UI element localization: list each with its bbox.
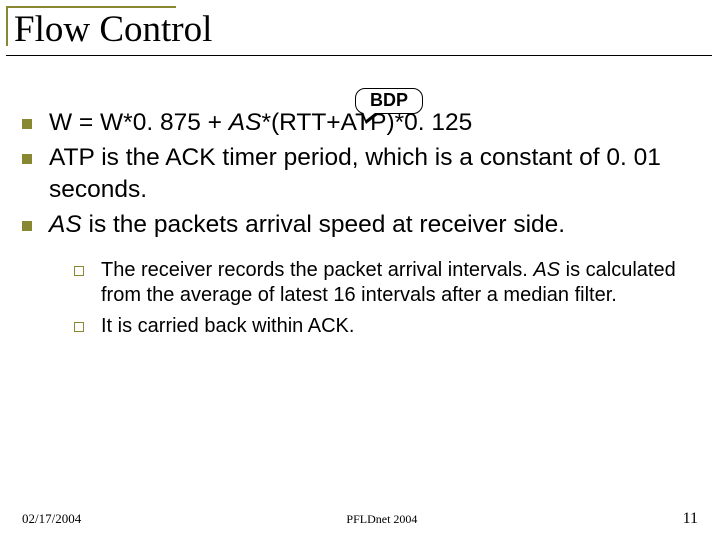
text-run: The receiver records the packet arrival … bbox=[101, 259, 533, 281]
footer-page-number: 11 bbox=[683, 510, 698, 528]
list-item: ATP is the ACK timer period, which is a … bbox=[18, 142, 702, 205]
bullet-text: AS is the packets arrival speed at recei… bbox=[49, 209, 565, 240]
list-item: The receiver records the packet arrival … bbox=[74, 258, 702, 308]
footer-venue: PFLDnet 2004 bbox=[346, 512, 417, 527]
bullet-text: ATP is the ACK timer period, which is a … bbox=[49, 142, 702, 205]
title-underline bbox=[6, 55, 712, 56]
sub-bullet-text: It is carried back within ACK. bbox=[101, 314, 354, 339]
list-item: It is carried back within ACK. bbox=[74, 314, 702, 339]
footer-date: 02/17/2004 bbox=[22, 511, 81, 527]
text-run: It is carried back within ACK. bbox=[101, 315, 354, 337]
list-item: AS is the packets arrival speed at recei… bbox=[18, 209, 702, 240]
bdp-callout-label: BDP bbox=[370, 90, 408, 110]
text-run: W = W*0. 875 + bbox=[49, 109, 229, 136]
filled-square-bullet-icon bbox=[22, 119, 32, 129]
text-run: ATP is the ACK timer period, which is a … bbox=[49, 144, 661, 202]
open-square-bullet-icon bbox=[74, 322, 84, 332]
slide-footer: 02/17/2004 PFLDnet 2004 11 bbox=[0, 510, 720, 528]
filled-square-bullet-icon bbox=[22, 154, 32, 164]
text-run: is the packets arrival speed at receiver… bbox=[82, 211, 565, 238]
sub-bullet-text: The receiver records the packet arrival … bbox=[101, 258, 702, 308]
title-region: Flow Control bbox=[0, 0, 720, 53]
open-square-bullet-icon bbox=[74, 266, 84, 276]
page-title: Flow Control bbox=[14, 8, 720, 51]
bdp-callout-tail-fill bbox=[362, 109, 380, 120]
filled-square-bullet-icon bbox=[22, 221, 32, 231]
main-bullet-list: W = W*0. 875 + AS*(RTT+ATP)*0. 125 ATP i… bbox=[18, 107, 702, 240]
sub-bullet-list: The receiver records the packet arrival … bbox=[74, 258, 702, 339]
italic-run: AS bbox=[49, 211, 82, 238]
italic-run: AS bbox=[229, 109, 262, 136]
italic-run: AS bbox=[533, 259, 560, 281]
